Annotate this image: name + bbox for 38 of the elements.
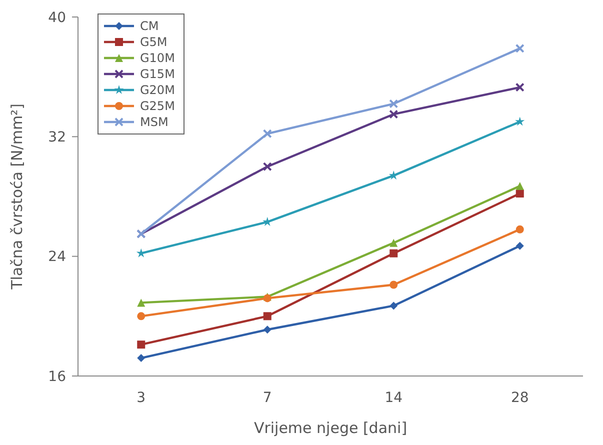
point [516,44,524,53]
point [137,354,146,362]
point [263,162,272,171]
point [390,238,398,247]
x-tick-label: 3 [136,390,146,406]
legend-label: G25M [140,99,175,114]
point [263,312,272,320]
legend-label: G5M [140,35,168,50]
y-axis-title: Tlačna čvrstoća [N/mm²] [8,104,26,290]
point [516,242,524,250]
legend-label: G15M [140,67,175,82]
point [390,280,398,289]
point [390,249,398,258]
x-tick-label: 28 [510,390,529,406]
point [137,298,146,307]
y-tick-label: 40 [48,10,66,26]
point [516,225,524,234]
point [389,110,398,118]
legend-label: CM [140,19,159,34]
point [516,182,524,190]
point [263,326,272,334]
point [516,190,524,198]
point [137,312,146,320]
point [516,83,524,92]
legend-label: G10M [140,51,175,66]
x-tick-label: 14 [384,390,403,406]
point [389,100,398,108]
point [515,116,525,126]
point [390,302,398,310]
point [263,129,272,138]
y-tick-label: 16 [48,368,66,385]
point [137,340,146,349]
x-tick-label: 7 [262,390,272,406]
x-axis-title: Vrijeme njege [dani] [254,419,408,437]
y-tick-label: 24 [48,249,66,266]
legend-label: MSM [140,115,168,130]
y-tick-label: 32 [48,130,66,146]
legend-label: G20M [140,83,175,98]
